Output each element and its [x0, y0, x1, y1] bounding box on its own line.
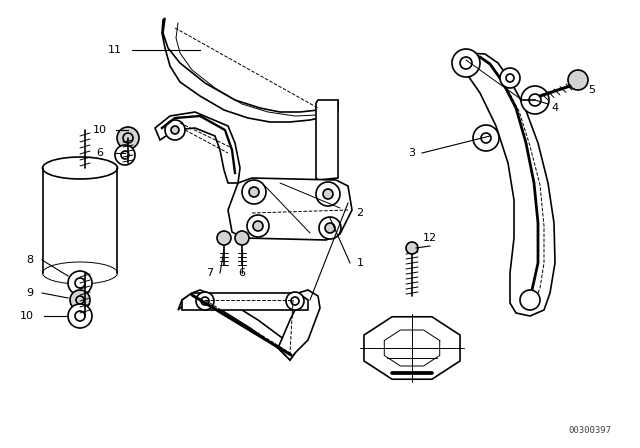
Polygon shape	[228, 178, 352, 240]
Circle shape	[235, 231, 249, 245]
Circle shape	[460, 57, 472, 69]
Circle shape	[165, 120, 185, 140]
Polygon shape	[178, 290, 295, 360]
Circle shape	[115, 145, 135, 165]
Polygon shape	[162, 18, 338, 122]
Text: 1: 1	[356, 258, 364, 268]
Polygon shape	[452, 53, 555, 316]
Polygon shape	[316, 100, 338, 180]
Circle shape	[325, 223, 335, 233]
Polygon shape	[364, 317, 460, 379]
Circle shape	[406, 242, 418, 254]
Text: 7: 7	[207, 268, 214, 278]
Ellipse shape	[42, 157, 118, 179]
Text: 00300397: 00300397	[568, 426, 611, 435]
Circle shape	[452, 49, 480, 77]
Circle shape	[70, 290, 90, 310]
Text: 11: 11	[108, 45, 122, 55]
Circle shape	[249, 187, 259, 197]
Text: 2: 2	[356, 208, 364, 218]
Text: 4: 4	[552, 103, 559, 113]
Circle shape	[242, 180, 266, 204]
Circle shape	[481, 133, 491, 143]
Circle shape	[521, 86, 549, 114]
Text: 6: 6	[239, 268, 246, 278]
Polygon shape	[155, 112, 240, 183]
Polygon shape	[182, 293, 308, 310]
Text: 9: 9	[26, 288, 33, 298]
Text: 6: 6	[97, 148, 104, 158]
Circle shape	[171, 126, 179, 134]
Text: 5: 5	[589, 85, 595, 95]
Circle shape	[323, 189, 333, 199]
Circle shape	[247, 215, 269, 237]
Text: 12: 12	[423, 233, 437, 243]
Circle shape	[316, 182, 340, 206]
Circle shape	[500, 68, 520, 88]
Text: 10: 10	[93, 125, 107, 135]
Circle shape	[68, 271, 92, 295]
Circle shape	[68, 304, 92, 328]
Polygon shape	[278, 290, 320, 360]
Circle shape	[568, 70, 588, 90]
Circle shape	[253, 221, 263, 231]
Text: 10: 10	[20, 311, 34, 321]
Circle shape	[286, 292, 304, 310]
Circle shape	[473, 125, 499, 151]
Circle shape	[520, 290, 540, 310]
Text: 3: 3	[408, 148, 415, 158]
Ellipse shape	[42, 262, 118, 284]
Circle shape	[196, 292, 214, 310]
Text: 8: 8	[26, 255, 33, 265]
Circle shape	[319, 217, 341, 239]
Circle shape	[217, 231, 231, 245]
Circle shape	[117, 127, 139, 149]
